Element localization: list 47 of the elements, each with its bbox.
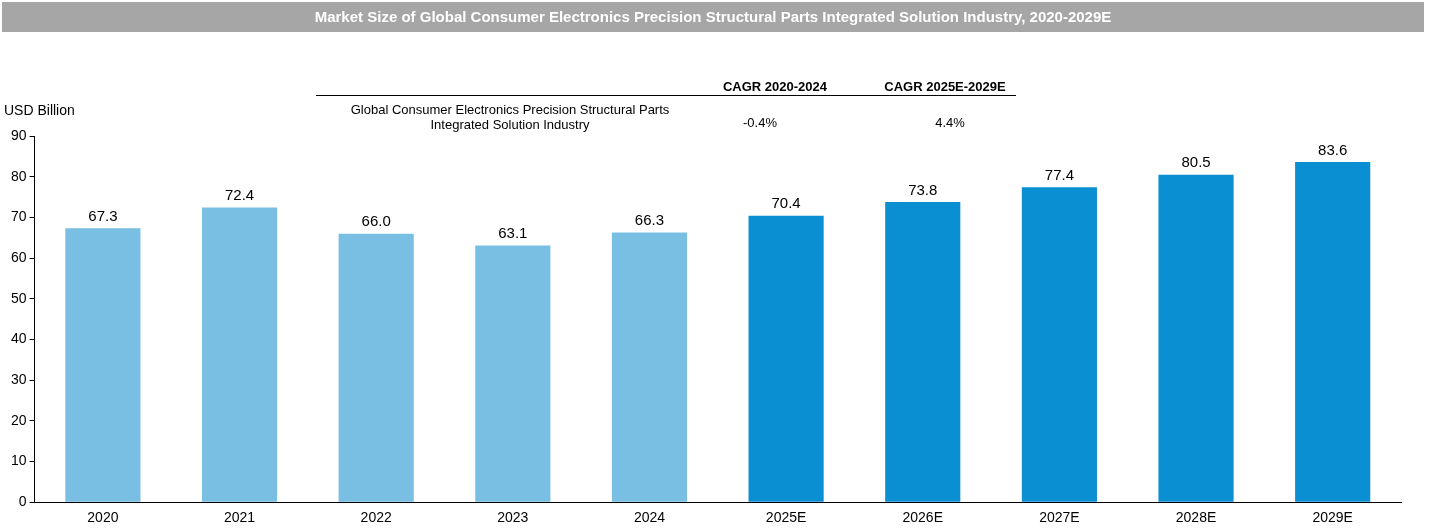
x-tick-label: 2026E xyxy=(902,509,943,526)
bar xyxy=(65,228,141,502)
x-tick-label: 2022 xyxy=(360,509,392,526)
chart-title: Market Size of Global Consumer Electronics Precision Structural Parts Integrated Solution Industry, 2020-2029E xyxy=(2,2,1424,32)
y-tick-label: 70 xyxy=(10,208,27,225)
y-tick-label: 90 xyxy=(10,126,27,143)
x-tick-label: 2021 xyxy=(223,509,256,526)
bar xyxy=(748,215,824,502)
data-label: 77.4 xyxy=(1044,165,1074,183)
data-label: 63.1 xyxy=(498,224,528,242)
data-label: 83.6 xyxy=(1318,140,1348,158)
y-tick-label: 30 xyxy=(10,370,27,387)
text: CAGR 2020-2024 xyxy=(721,79,829,94)
data-label: 66.0 xyxy=(361,212,391,230)
bar xyxy=(475,245,551,502)
data-label: 73.8 xyxy=(908,180,938,198)
text: Global Consumer Electronics Precision Structural Parts Integrated Solution Industry xyxy=(349,102,671,132)
x-tick-label: 2024 xyxy=(633,509,666,526)
data-label: 70.4 xyxy=(771,194,801,212)
x-tick-label: 2029E xyxy=(1312,509,1353,526)
y-axis-title: USD Billion xyxy=(4,101,75,118)
x-tick-label: 2027E xyxy=(1039,509,1080,526)
bar xyxy=(1158,174,1234,502)
bar xyxy=(885,201,961,502)
y-tick-label: 80 xyxy=(10,167,27,184)
y-tick-label: 0 xyxy=(18,493,27,510)
data-label: 80.5 xyxy=(1181,153,1211,171)
data-label: 67.3 xyxy=(88,207,118,224)
bar xyxy=(1295,162,1371,502)
x-tick-label: 2028E xyxy=(1175,509,1217,526)
y-tick-label: 10 xyxy=(10,452,27,469)
bar xyxy=(611,232,688,502)
x-tick-label: 2020 xyxy=(87,509,119,526)
y-tick-label: 60 xyxy=(10,248,27,265)
y-tick-label: 40 xyxy=(10,330,27,347)
y-tick-label: 50 xyxy=(10,289,27,306)
bar xyxy=(201,207,278,502)
text: CAGR 2025E-2029E xyxy=(883,79,1007,94)
data-label: 66.3 xyxy=(634,211,665,229)
text: 4.4% xyxy=(934,115,966,130)
text: -0.4% xyxy=(742,115,778,130)
x-tick-label: 2023 xyxy=(497,509,529,526)
x-tick-label: 2025E xyxy=(765,509,807,526)
bar xyxy=(1021,187,1097,502)
data-label: 72.4 xyxy=(224,186,255,204)
y-tick-label: 20 xyxy=(10,411,27,428)
bar xyxy=(338,233,414,502)
